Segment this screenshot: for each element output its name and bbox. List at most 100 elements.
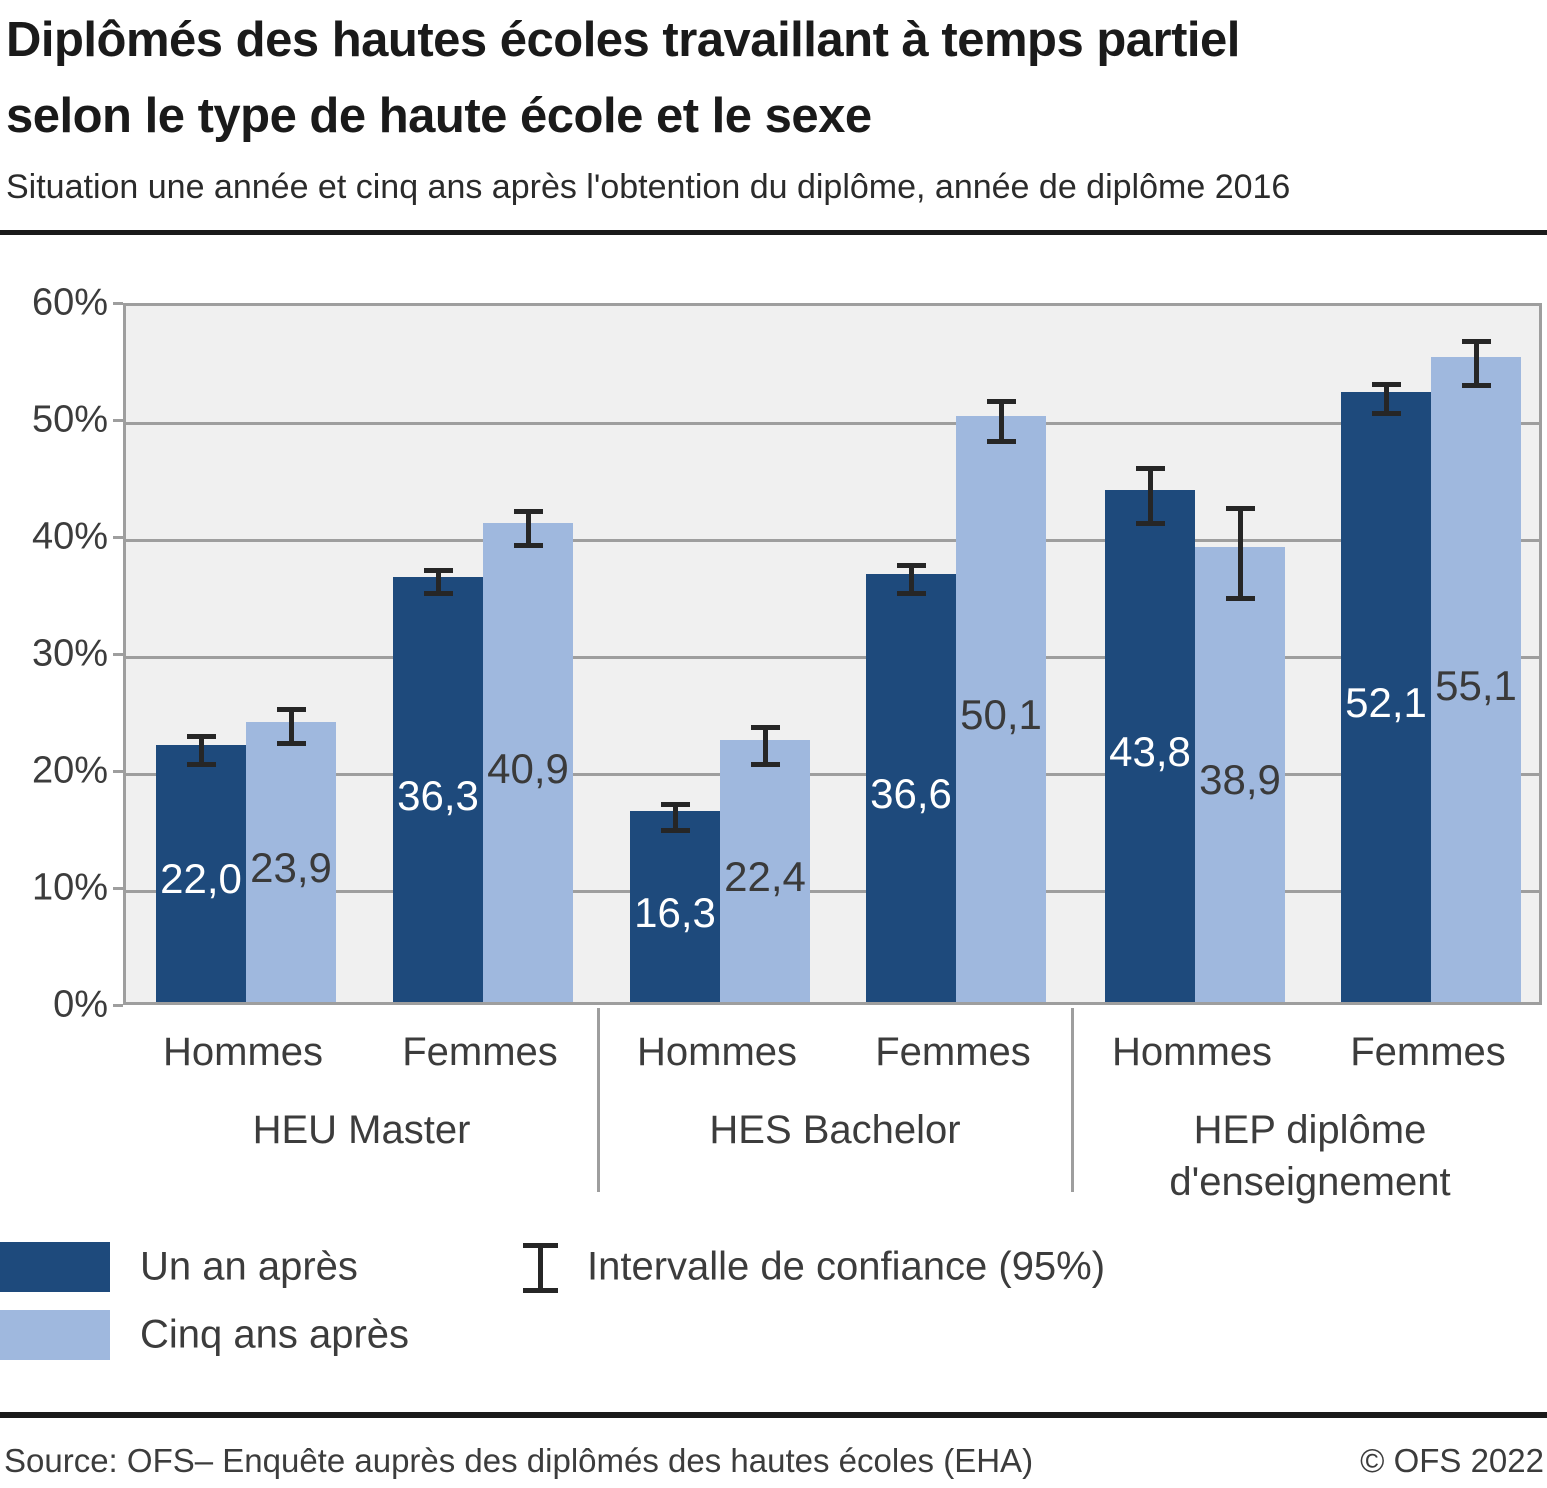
- error-bar-cap: [986, 439, 1016, 445]
- error-bar-cap: [1371, 411, 1401, 417]
- error-bar-cap: [986, 399, 1016, 405]
- y-axis-label-20: 20%: [31, 749, 108, 792]
- y-axis-label-0: 0%: [53, 983, 108, 1026]
- bar-value-label: 43,8: [1109, 727, 1191, 775]
- error-bar-cap: [1225, 505, 1255, 511]
- y-axis-label-50: 50%: [31, 398, 108, 441]
- page-title-line2: selon le type de haute école et le sexe: [6, 89, 872, 143]
- error-bar-cap: [423, 567, 453, 573]
- gridline-30: [126, 655, 1539, 659]
- footer-divider: [0, 1412, 1547, 1418]
- x-axis-label-femmes-1: Femmes: [875, 1030, 1031, 1074]
- bar-value-label: 22,0: [160, 855, 242, 903]
- error-bar-cap: [276, 741, 306, 747]
- bar-femmes-cinq-ans: [483, 523, 573, 1002]
- error-bar-cap: [1135, 521, 1165, 527]
- error-bar-cap: [513, 543, 543, 549]
- bar-value-label: 40,9: [487, 744, 569, 792]
- x-axis-label-hommes-1: Hommes: [636, 1030, 798, 1074]
- page-title-line1: Diplômés des hautes écoles travaillant à…: [6, 13, 1240, 67]
- error-bar-cap: [186, 762, 216, 768]
- error-bar-stem: [288, 709, 294, 744]
- bar-value-label: 50,1: [960, 690, 1042, 738]
- y-axis-label-60: 60%: [31, 281, 108, 324]
- group-separator: [1071, 1008, 1074, 1192]
- error-bar-cap: [276, 707, 306, 713]
- error-bar-cap: [1371, 381, 1401, 387]
- error-bar-cap: [896, 591, 926, 597]
- bar-femmes-un-an: [393, 577, 483, 1002]
- bar-femmes-un-an: [866, 573, 956, 1002]
- gridline-20: [126, 772, 1539, 776]
- bar-hommes-un-an: [1105, 489, 1195, 1002]
- bar-femmes-cinq-ans: [1431, 357, 1521, 1002]
- error-bar-cap: [750, 724, 780, 730]
- bar-femmes-un-an: [1341, 392, 1431, 1002]
- x-axis-label-hommes-2: Hommes: [1111, 1030, 1273, 1074]
- error-bar-stem: [672, 804, 678, 831]
- y-axis-tick-40: [113, 535, 123, 539]
- gridline-50: [126, 421, 1539, 425]
- bar-value-label: 16,3: [634, 888, 716, 936]
- group-separator: [597, 1008, 600, 1192]
- legend-label-un-an-apres: Un an après: [140, 1244, 358, 1289]
- page-title: Diplômés des hautes écoles travaillant à…: [6, 2, 1541, 154]
- error-bar-cap: [1135, 466, 1165, 472]
- y-axis-tick-10: [113, 886, 123, 890]
- bar-hommes-un-an: [630, 811, 720, 1002]
- y-axis-tick-20: [113, 769, 123, 773]
- error-bar-stem: [435, 570, 441, 594]
- error-bar-stem: [525, 511, 531, 546]
- error-bar-stem: [1237, 508, 1243, 599]
- bar-value-label: 52,1: [1345, 679, 1427, 727]
- error-bar-cap: [1225, 596, 1255, 601]
- y-axis-label-40: 40%: [31, 515, 108, 558]
- error-bar-cap: [750, 762, 780, 768]
- gridline-10: [126, 889, 1539, 893]
- legend-label-cinq-ans-apres: Cinq ans après: [140, 1312, 410, 1357]
- bar-value-label: 23,9: [250, 844, 332, 892]
- error-bar-cap: [1461, 338, 1491, 344]
- y-axis-tick-30: [113, 652, 123, 656]
- error-bar-stem: [198, 736, 204, 765]
- source-note: Source: OFS– Enquête auprès des diplômés…: [4, 1442, 1034, 1479]
- bar-value-label: 22,4: [724, 852, 806, 900]
- x-axis-label-hommes-0: Hommes: [162, 1030, 324, 1074]
- error-bar-cap: [1461, 383, 1491, 389]
- error-bar-stem: [1147, 468, 1153, 524]
- legend-label-confidence-interval: Intervalle de confiance (95%): [587, 1244, 1106, 1289]
- bar-hommes-cinq-ans: [1195, 546, 1285, 1002]
- error-bar-stem: [762, 727, 768, 765]
- y-axis-tick-60: [113, 301, 123, 305]
- error-bar-cap: [513, 509, 543, 515]
- error-bar-cap: [896, 563, 926, 569]
- group-label-2: HEP diplôme d'enseignement: [1169, 1108, 1451, 1204]
- error-bar-stem: [998, 401, 1004, 442]
- y-axis-tick-50: [113, 418, 123, 422]
- y-axis-label-30: 30%: [31, 632, 108, 675]
- page-subtitle: Situation une année et cinq ans après l'…: [6, 168, 1291, 206]
- error-bar-stem: [1383, 384, 1389, 414]
- bar-value-label: 55,1: [1435, 661, 1517, 709]
- group-label-0: HEU Master: [252, 1108, 471, 1152]
- gridline-40: [126, 538, 1539, 542]
- bar-value-label: 38,9: [1199, 756, 1281, 804]
- error-bar-stem: [1473, 341, 1479, 386]
- bar-value-label: 36,3: [397, 771, 479, 819]
- error-bar-cap: [660, 827, 690, 833]
- legend-swatch-un-an-apres: [0, 1242, 110, 1292]
- x-axis-label-femmes-2: Femmes: [1350, 1030, 1506, 1074]
- error-bar-cap: [660, 801, 690, 807]
- error-bar-cap: [423, 591, 453, 597]
- legend-swatch-cinq-ans-apres: [0, 1310, 110, 1360]
- group-label-1: HES Bachelor: [709, 1108, 961, 1152]
- x-axis-label-femmes-0: Femmes: [402, 1030, 558, 1074]
- bar-hommes-cinq-ans: [246, 722, 336, 1002]
- error-bar-cap: [186, 734, 216, 740]
- bar-femmes-cinq-ans: [956, 415, 1046, 1002]
- y-axis-label-10: 10%: [31, 866, 108, 909]
- bar-hommes-cinq-ans: [720, 739, 810, 1002]
- error-bar-stem: [908, 565, 914, 594]
- bar-hommes-un-an: [156, 744, 246, 1002]
